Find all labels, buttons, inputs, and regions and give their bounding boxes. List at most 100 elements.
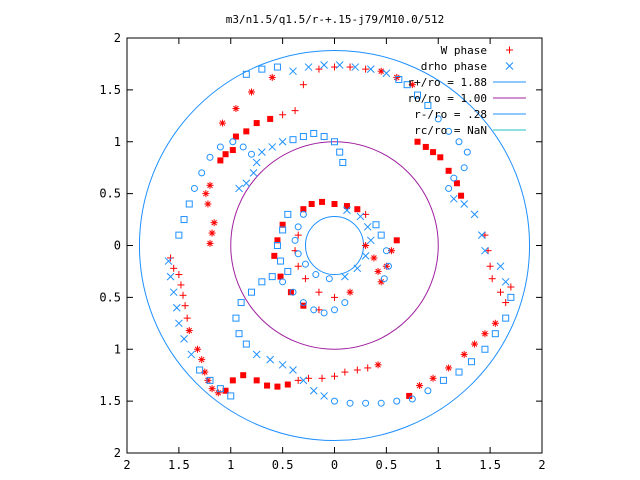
w-phase-point <box>183 314 191 322</box>
w-phase-point <box>331 293 338 301</box>
drho-phase-point <box>382 247 390 255</box>
drho-phase-point <box>304 63 313 71</box>
w-phase-point <box>274 383 281 390</box>
w-phase-point <box>362 242 370 249</box>
drho-phase-point <box>403 81 411 89</box>
w-phase-point <box>301 275 309 283</box>
legend: W phase drho phase r+/ro = 1.88 ro/ro = 1.0… <box>408 44 526 137</box>
drho-phase-point <box>258 148 266 156</box>
w-phase-point <box>232 105 240 113</box>
legend-marker <box>505 62 514 70</box>
drho-phase-point <box>227 392 235 400</box>
drho-phase-point <box>455 368 463 376</box>
drho-phase-point <box>299 376 308 385</box>
w-phase-point <box>502 299 510 307</box>
drho-phase-point <box>335 61 344 69</box>
w-phase-point <box>277 273 284 280</box>
drho-phase-point <box>299 210 307 218</box>
drho-phase-point <box>279 226 287 234</box>
drho-phase-point <box>424 387 432 395</box>
drho-phase-point <box>325 275 333 283</box>
drho-phase-point <box>294 250 302 258</box>
y-tick-label: 0 <box>114 239 121 253</box>
w-phase-point <box>374 361 382 369</box>
drho-phase-point <box>331 397 338 405</box>
drho-phase-point <box>341 272 349 281</box>
drho-phase-point <box>175 319 183 328</box>
drho-phase-point <box>353 264 362 273</box>
x-tick-label: 1 <box>435 458 442 472</box>
w-phase-point <box>204 200 212 208</box>
drho-phase-point <box>382 69 391 78</box>
w-phase-point <box>315 65 323 73</box>
y-tick-label: 0.5 <box>99 187 121 201</box>
drho-phase-point <box>445 127 453 135</box>
legend-label: drho phase <box>421 60 487 73</box>
w-phase-point <box>267 115 274 122</box>
w-phase-point <box>370 254 378 262</box>
drho-phase-point <box>196 366 204 374</box>
drho-phase-point <box>216 143 224 151</box>
drho-phase-point <box>320 133 328 141</box>
w-phase-point <box>294 262 302 270</box>
w-phase-point <box>486 262 494 270</box>
drho-phase-point <box>496 262 505 271</box>
drho-phase-point <box>320 309 328 317</box>
data-points <box>164 61 515 407</box>
w-phase-point <box>284 381 291 388</box>
drho-phase-point <box>299 299 307 307</box>
w-phase-point <box>471 340 479 348</box>
drho-phase-point <box>414 91 421 99</box>
drho-phase-point <box>424 101 432 109</box>
w-phase-point <box>341 368 349 376</box>
w-phase-point <box>343 203 350 210</box>
w-phase-point <box>331 201 338 207</box>
drho-phase-point <box>268 273 276 281</box>
legend-label: r+/ro = 1.88 <box>408 76 487 89</box>
drho-phase-point <box>467 358 475 366</box>
w-phase-point <box>214 389 222 397</box>
drho-phase-point <box>169 288 178 297</box>
drho-phase-point <box>187 350 196 359</box>
drho-phase-point <box>450 174 458 182</box>
drho-phase-point <box>273 242 281 249</box>
w-phase-point <box>362 210 370 218</box>
w-phase-point <box>279 111 287 119</box>
w-phase-point <box>232 133 239 140</box>
drho-phase-point <box>501 277 510 286</box>
w-phase-point <box>458 192 465 199</box>
drho-phase-point <box>481 246 489 255</box>
drho-phase-point <box>477 231 486 239</box>
drho-phase-point <box>460 164 468 172</box>
w-phase-point <box>194 345 202 353</box>
drho-phase-point <box>336 148 344 156</box>
w-phase-point <box>294 231 302 239</box>
w-phase-point <box>222 151 229 158</box>
drho-phase-point <box>273 63 281 71</box>
w-phase-point <box>406 392 413 399</box>
drho-phase-point <box>175 231 183 239</box>
drho-phase-point <box>463 148 471 156</box>
legend-label: W phase <box>441 44 487 57</box>
drho-phase-point <box>258 65 266 73</box>
legend-label: r-/ro = .28 <box>414 108 487 121</box>
drho-phase-point <box>242 179 251 188</box>
drho-phase-point <box>180 335 188 343</box>
w-phase-point <box>414 138 421 145</box>
x-tick-label: 1 <box>227 458 234 472</box>
drho-phase-point <box>279 278 287 286</box>
w-phase-point <box>308 201 315 207</box>
drho-phase-point <box>445 184 453 192</box>
y-tick-label: 1 <box>114 135 121 149</box>
drho-phase-point <box>299 133 307 141</box>
drho-phase-point <box>198 169 206 177</box>
x-tick-label: 0.5 <box>376 458 398 472</box>
w-phase-point <box>299 81 307 89</box>
w-phase-point <box>315 288 323 296</box>
chart-title: m3/n1.5/q1.5/r-+.15-j79/M10.0/512 <box>226 13 445 26</box>
w-phase-point <box>291 107 299 115</box>
drho-phase-point <box>343 206 351 215</box>
drho-phase-point <box>310 306 318 314</box>
drho-phase-point <box>393 397 401 405</box>
